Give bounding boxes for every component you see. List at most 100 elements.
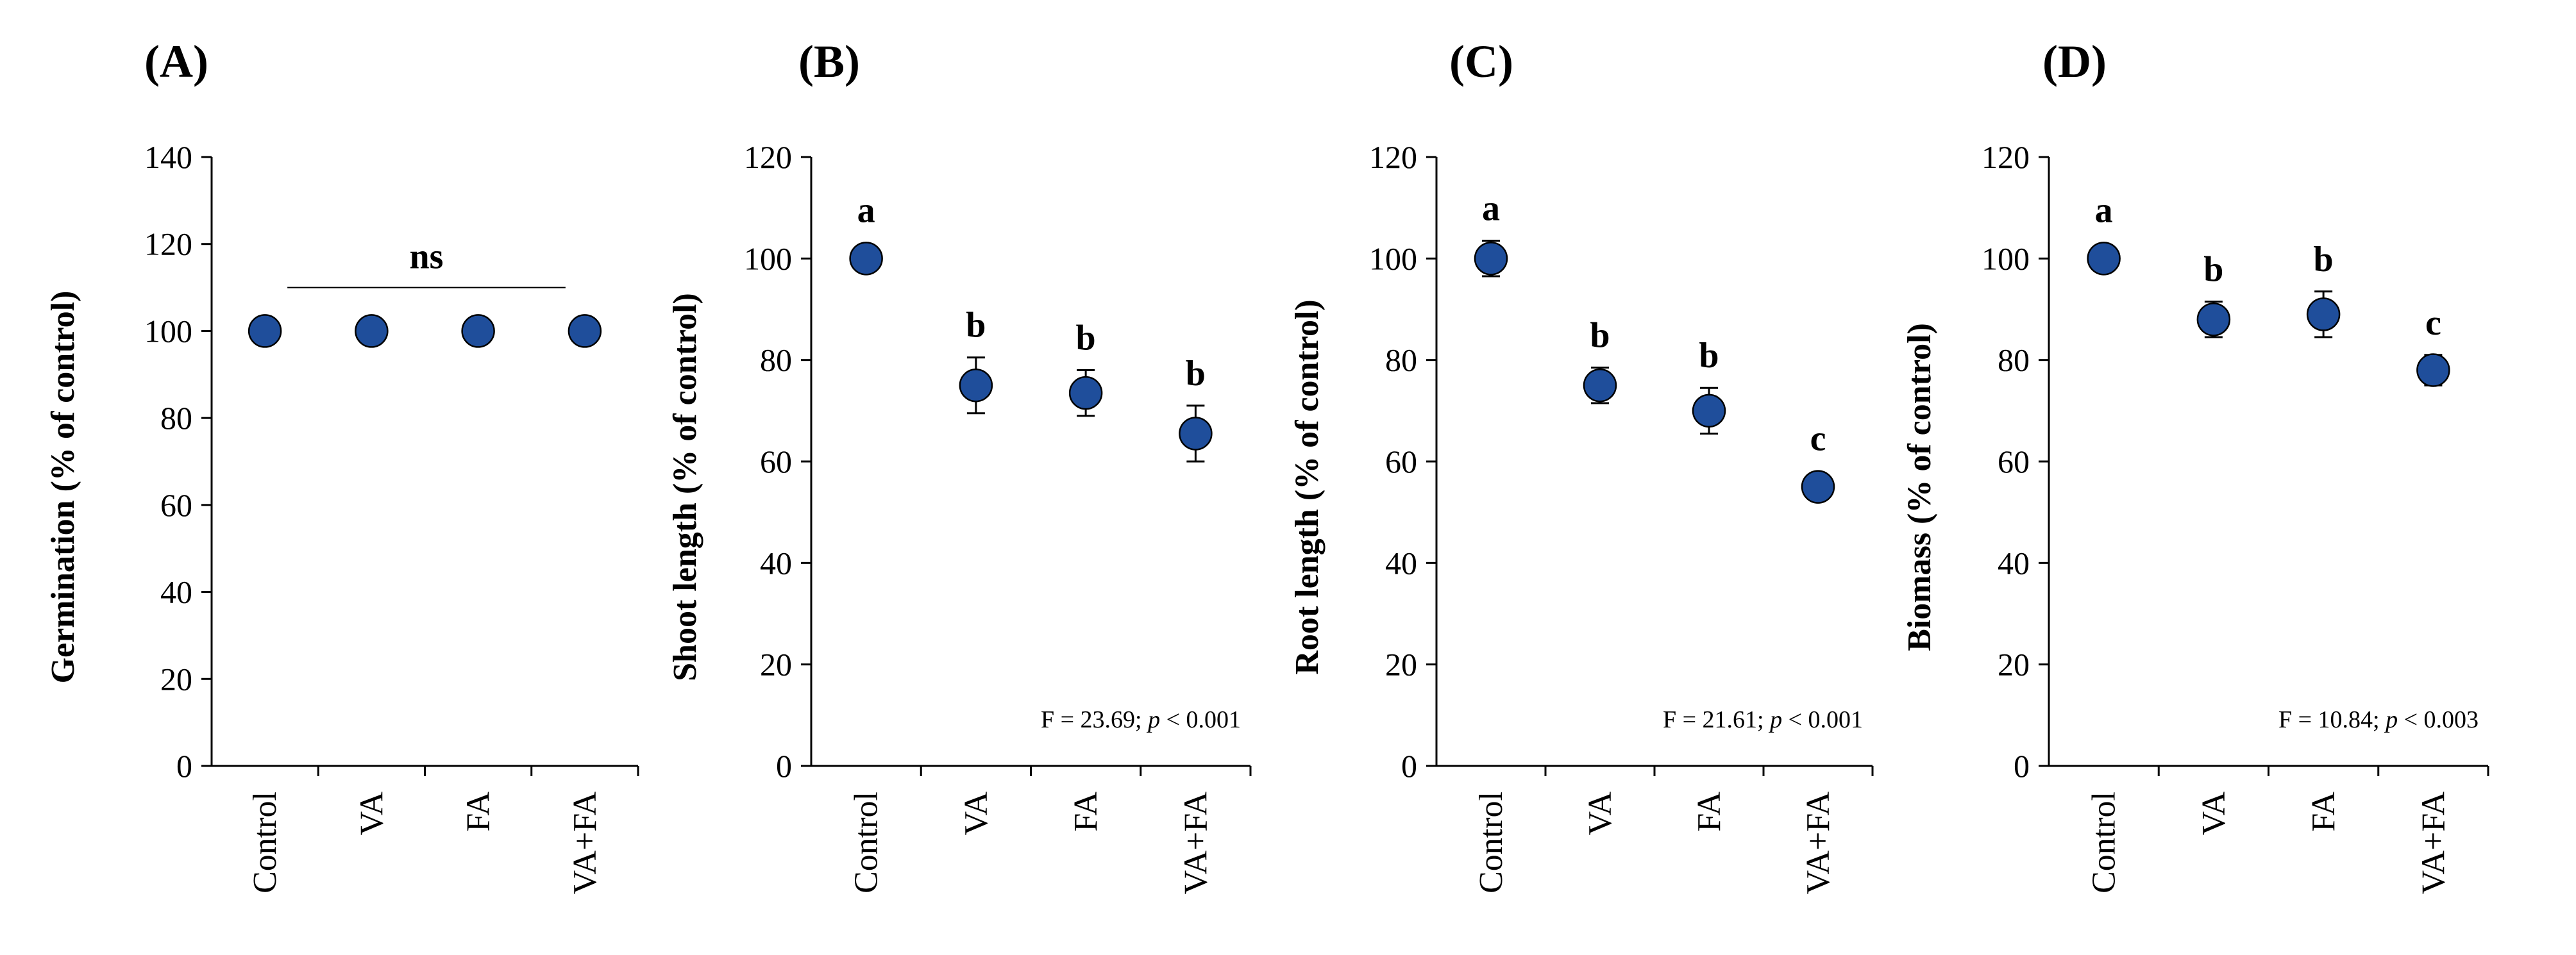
data-point bbox=[1068, 376, 1103, 410]
data-point bbox=[568, 314, 602, 348]
stat-p-value: < 0.001 bbox=[1160, 706, 1241, 733]
x-category-label: FA bbox=[1691, 792, 1728, 832]
panel-label: (A) bbox=[144, 36, 208, 87]
y-tick-label: 100 bbox=[744, 240, 792, 276]
x-category-label: VA+FA bbox=[1800, 792, 1837, 895]
y-tick-label: 0 bbox=[2014, 748, 2030, 784]
stat-annotation: F = 23.69; p < 0.001 bbox=[1041, 706, 1241, 733]
x-category-label: VA bbox=[1582, 792, 1619, 836]
data-point bbox=[1179, 417, 1213, 451]
y-tick-label: 20 bbox=[760, 647, 792, 683]
chart-panel-a: (A) 0 20 40 60 80 100 120 140 Germination (% of c… bbox=[45, 36, 639, 895]
stat-annotation: F = 21.61; p < 0.001 bbox=[1663, 706, 1863, 733]
significance-letter: b bbox=[1590, 316, 1610, 356]
y-tick-label: 0 bbox=[1401, 748, 1417, 784]
data-point bbox=[248, 314, 282, 348]
significance-letter: a bbox=[2095, 190, 2113, 230]
y-tick-label: 60 bbox=[160, 487, 192, 523]
y-axis-title: Biomass (% of control) bbox=[1901, 323, 1938, 651]
y-tick-label: 60 bbox=[760, 444, 792, 479]
y-axis-title: Root length (% of control) bbox=[1289, 299, 1326, 674]
x-category-label: VA+FA bbox=[567, 792, 603, 895]
x-category-label: FA bbox=[1068, 792, 1104, 832]
x-category-label: VA bbox=[958, 792, 995, 836]
x-category-label: VA+FA bbox=[1177, 792, 1214, 895]
x-category-label: Control bbox=[1473, 792, 1510, 893]
y-tick-label: 120 bbox=[1369, 139, 1417, 175]
y-tick-label: 60 bbox=[1998, 444, 2030, 479]
chart-panel-b: (B) 0 20 40 60 80 100 120 Shoot length (% of con… bbox=[667, 36, 1252, 895]
stat-p-symbol: p bbox=[1768, 706, 1782, 733]
significance-letter: b bbox=[966, 306, 986, 345]
data-point bbox=[355, 314, 389, 348]
stat-annotation: F = 10.84; p < 0.003 bbox=[2278, 706, 2479, 733]
significance-letter: c bbox=[2425, 303, 2441, 343]
data-point bbox=[2087, 242, 2121, 276]
panels: (A) 0 20 40 60 80 100 120 140 Germination (% of c… bbox=[45, 36, 2489, 895]
x-category-label: Control bbox=[848, 792, 885, 893]
y-tick-label: 20 bbox=[1385, 647, 1417, 683]
panel-label: (D) bbox=[2042, 36, 2107, 87]
y-tick-label: 80 bbox=[1385, 342, 1417, 378]
panel-label: (B) bbox=[798, 36, 860, 87]
data-point bbox=[461, 314, 495, 348]
panel-label: (C) bbox=[1449, 36, 1513, 87]
data-point bbox=[1474, 242, 1508, 276]
x-category-label: Control bbox=[247, 792, 283, 893]
y-axis-title: Shoot length (% of control) bbox=[667, 293, 703, 681]
stat-f-value: F = 23.69; bbox=[1041, 706, 1148, 733]
stat-p-symbol: p bbox=[2384, 706, 2398, 733]
x-category-label: VA+FA bbox=[2415, 792, 2452, 895]
data-point bbox=[1583, 369, 1617, 403]
x-category-label: FA bbox=[460, 792, 497, 832]
significance-letter: b bbox=[1076, 319, 1096, 358]
data-point bbox=[2196, 303, 2231, 336]
data-point bbox=[959, 369, 993, 403]
y-tick-label: 120 bbox=[144, 226, 192, 262]
y-tick-label: 80 bbox=[760, 342, 792, 378]
y-tick-label: 0 bbox=[776, 748, 792, 784]
y-tick-label: 40 bbox=[760, 545, 792, 581]
y-tick-label: 120 bbox=[1982, 139, 2030, 175]
y-tick-label: 100 bbox=[1982, 240, 2030, 276]
y-tick-label: 100 bbox=[1369, 240, 1417, 276]
y-tick-label: 40 bbox=[160, 574, 192, 610]
y-tick-label: 0 bbox=[176, 748, 192, 784]
data-point bbox=[2306, 297, 2341, 331]
significance-letter: b bbox=[1186, 354, 1206, 394]
chart-panel-d: (D) 0 20 40 60 80 100 120 Biomass (% of control)… bbox=[1901, 36, 2489, 895]
chart-panel-c: (C) 0 20 40 60 80 100 120 Root length (% of cont… bbox=[1289, 36, 1874, 895]
x-category-label: FA bbox=[2305, 792, 2342, 832]
stat-p-value: < 0.001 bbox=[1782, 706, 1863, 733]
y-tick-label: 20 bbox=[1998, 647, 2030, 683]
y-tick-label: 20 bbox=[160, 661, 192, 697]
ns-label: ns bbox=[410, 237, 444, 277]
y-tick-label: 40 bbox=[1998, 545, 2030, 581]
x-category-label: VA bbox=[353, 792, 390, 836]
x-category-label: Control bbox=[2086, 792, 2123, 893]
data-point bbox=[849, 242, 883, 276]
significance-letter: b bbox=[2314, 240, 2334, 279]
significance-letter: a bbox=[1482, 189, 1500, 229]
stat-f-value: F = 21.61; bbox=[1663, 706, 1770, 733]
y-tick-label: 100 bbox=[144, 313, 192, 349]
significance-letter: b bbox=[2203, 250, 2223, 290]
data-point bbox=[1692, 394, 1726, 428]
data-point bbox=[2416, 353, 2450, 387]
y-tick-label: 60 bbox=[1385, 444, 1417, 479]
significance-letter: a bbox=[857, 190, 875, 230]
significance-letter: c bbox=[1810, 419, 1826, 459]
data-point bbox=[1801, 470, 1835, 504]
y-tick-label: 80 bbox=[160, 400, 192, 436]
stat-f-value: F = 10.84; bbox=[2278, 706, 2386, 733]
y-tick-label: 80 bbox=[1998, 342, 2030, 378]
y-tick-label: 140 bbox=[144, 139, 192, 175]
x-category-label: VA bbox=[2196, 792, 2232, 836]
significance-letter: b bbox=[1699, 336, 1719, 376]
y-tick-label: 40 bbox=[1385, 545, 1417, 581]
stat-p-symbol: p bbox=[1146, 706, 1160, 733]
stat-p-value: < 0.003 bbox=[2398, 706, 2479, 733]
y-axis-title: Germination (% of control) bbox=[45, 291, 81, 684]
